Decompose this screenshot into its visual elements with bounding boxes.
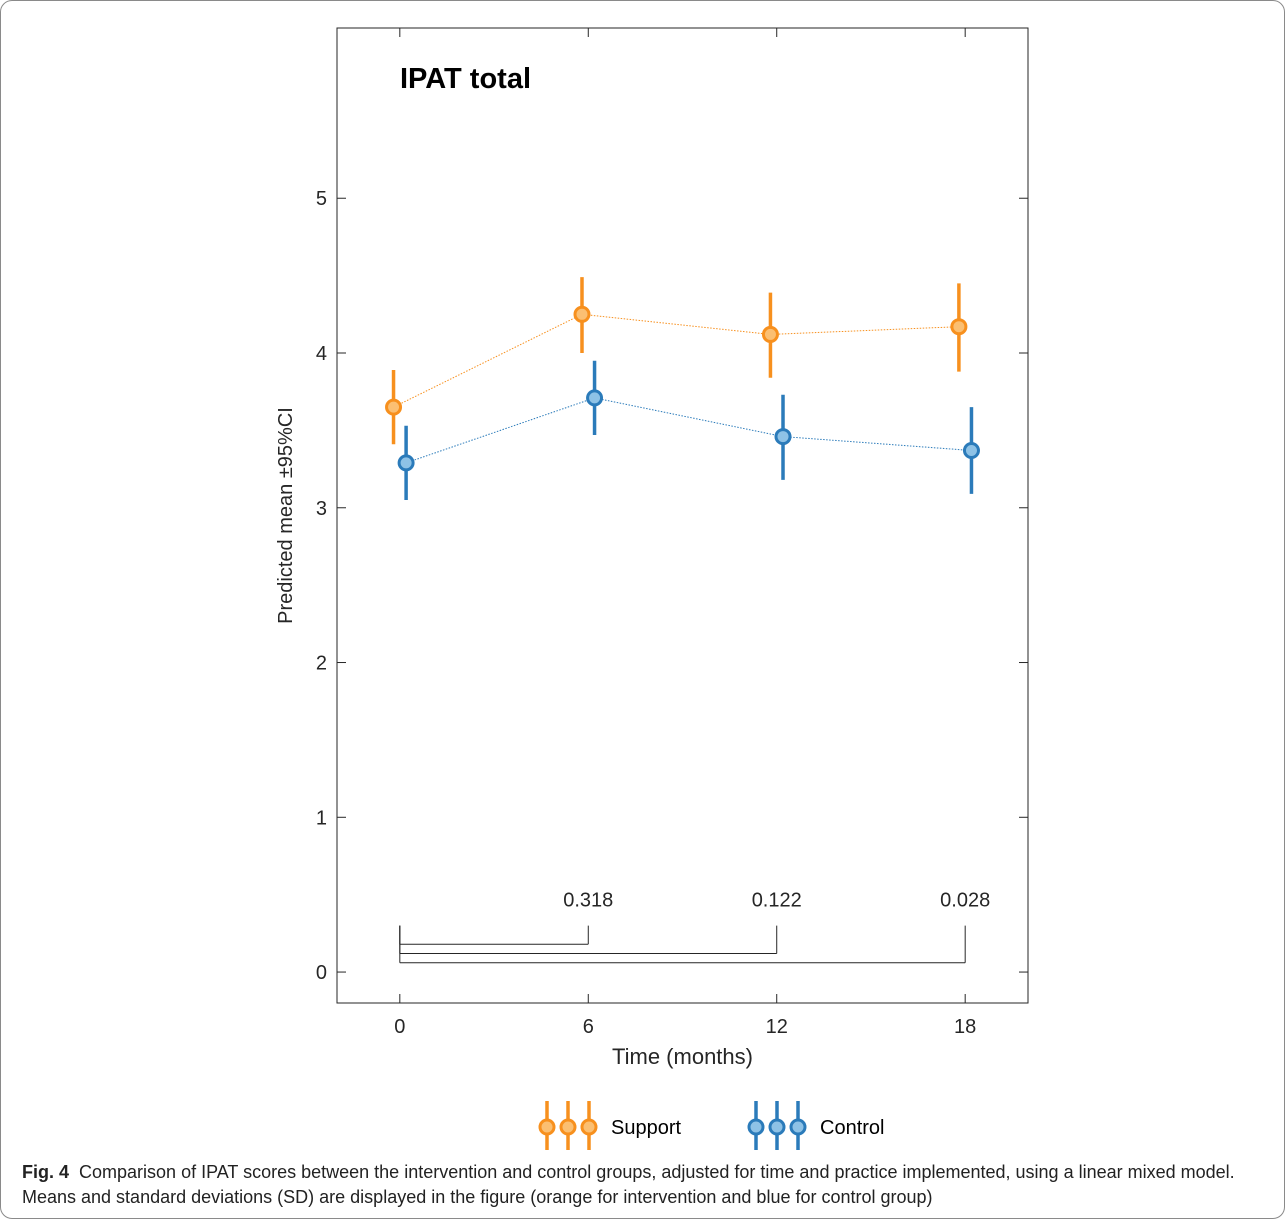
legend-label-control: Control bbox=[820, 1117, 884, 1139]
y-tick-label: 2 bbox=[316, 653, 327, 675]
series-line-control bbox=[405, 397, 972, 464]
x-tick-label: 0 bbox=[394, 1016, 405, 1038]
data-point-support bbox=[385, 398, 403, 416]
comparison-p-value: 0.122 bbox=[752, 889, 802, 911]
figure-caption-text: Comparison of IPAT scores between the in… bbox=[22, 1162, 1235, 1207]
data-point-control bbox=[586, 389, 604, 407]
data-point-support bbox=[573, 305, 591, 323]
x-tick-label: 12 bbox=[766, 1016, 788, 1038]
legend-marker-control bbox=[768, 1118, 786, 1136]
legend-marker-control bbox=[789, 1118, 807, 1136]
y-tick-label: 1 bbox=[316, 807, 327, 829]
series-line-support bbox=[393, 313, 959, 408]
data-point-control bbox=[774, 428, 792, 446]
x-tick-label: 6 bbox=[583, 1016, 594, 1038]
y-axis-label: Predicted mean ±95%CI bbox=[275, 407, 297, 624]
legend-marker-support bbox=[538, 1118, 556, 1136]
x-axis-label: Time (months) bbox=[612, 1044, 753, 1069]
legend-marker-support bbox=[559, 1118, 577, 1136]
plot-area-box bbox=[336, 27, 1029, 1004]
y-tick-label: 5 bbox=[316, 188, 327, 210]
legend-label-support: Support bbox=[611, 1117, 681, 1139]
data-point-support bbox=[761, 325, 779, 343]
data-point-support bbox=[950, 318, 968, 336]
figure-label: Fig. 4 bbox=[22, 1162, 70, 1182]
comparison-p-value: 0.318 bbox=[563, 889, 613, 911]
y-tick-label: 0 bbox=[316, 962, 327, 984]
figure-caption: Fig. 4 Comparison of IPAT scores between… bbox=[22, 1160, 1272, 1210]
legend-marker-support bbox=[580, 1118, 598, 1136]
data-point-control bbox=[397, 454, 415, 472]
y-tick-label: 4 bbox=[316, 343, 327, 365]
data-point-control bbox=[962, 442, 980, 459]
comparison-p-value: 0.028 bbox=[940, 889, 990, 911]
x-tick-label: 18 bbox=[954, 1016, 976, 1038]
chart-title: IPAT total bbox=[400, 63, 531, 95]
legend-marker-control bbox=[747, 1118, 765, 1136]
y-tick-label: 3 bbox=[316, 498, 327, 520]
